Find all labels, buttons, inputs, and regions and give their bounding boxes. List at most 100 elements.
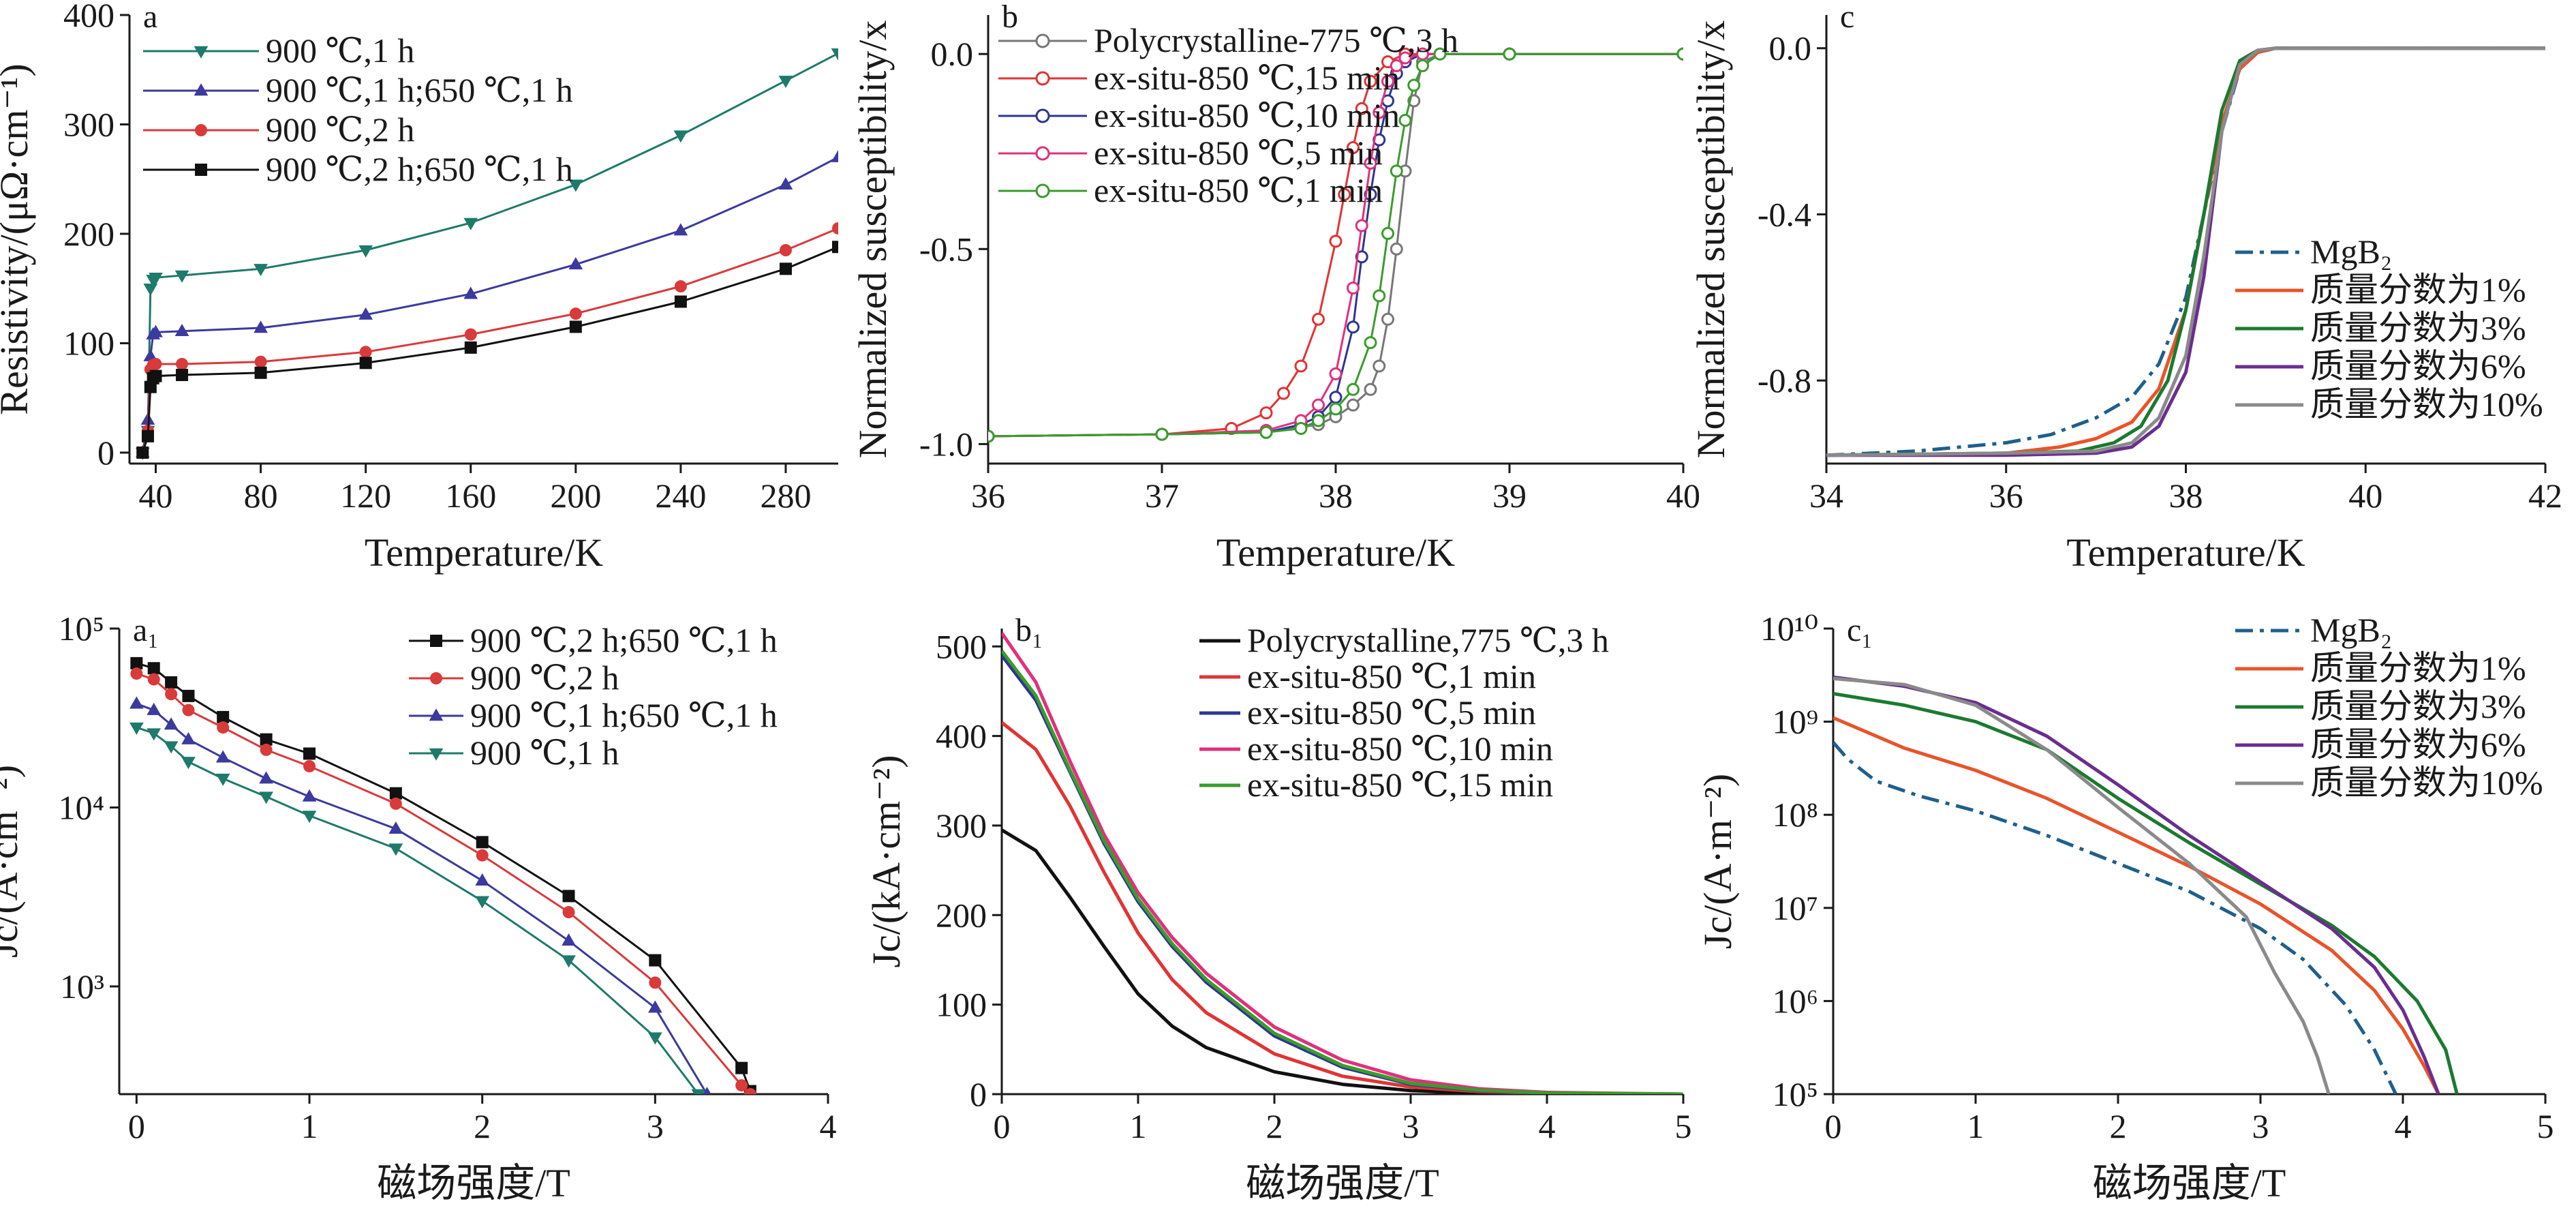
data-point (129, 722, 144, 735)
data-point (1381, 74, 1394, 88)
legend-entry-label: ex-situ-850 ℃,10 min (1094, 96, 1400, 134)
x-tick-label: 5 (2537, 1107, 2554, 1145)
legend-entry-label: 质量分数为10% (2310, 764, 2543, 802)
y-tick-label: 100 (63, 324, 114, 362)
data-point (176, 357, 189, 370)
data-point (1312, 312, 1325, 326)
legend-entry-label: ex-situ-850 ℃,1 min (1094, 171, 1383, 209)
data-point (130, 667, 143, 680)
legend-marker (1035, 146, 1050, 161)
series-group (135, 48, 838, 460)
data-point (1294, 422, 1308, 436)
panel-label: c₁ (1847, 612, 1873, 648)
data-point (303, 747, 316, 760)
data-point (303, 759, 316, 772)
chart-panel-c: 34 36 38 40 42 -0.8 -0.4 0.0 Temperature/K Normal… (1689, 0, 2562, 575)
data-point (673, 223, 688, 236)
data-point (463, 217, 478, 230)
x-tick-label: 200 (550, 477, 601, 515)
y-tick-label: 10⁹ (1773, 703, 1818, 741)
y-axis-title: Normalized susceptibility/x (850, 20, 895, 459)
legend-entry-label: ex-situ-850 ℃,10 min (1247, 729, 1553, 768)
data-point (569, 320, 582, 333)
data-point (779, 244, 792, 257)
data-point (475, 896, 490, 909)
data-point (182, 704, 195, 716)
y-axis-title: Jc/(kA·cm⁻²) (864, 755, 908, 967)
y-tick-label: 300 (63, 105, 114, 143)
y-tick-label: 10⁵ (59, 609, 104, 648)
y-axis-title: Jc/(A·m⁻²) (1696, 774, 1740, 949)
data-point (476, 849, 489, 862)
data-point (164, 717, 179, 730)
y-tick-label: 0 (970, 1075, 987, 1113)
data-point (141, 429, 154, 442)
legend-entry-label: 900 ℃,2 h (470, 659, 619, 697)
legend-marker (1035, 33, 1050, 48)
data-point (217, 721, 230, 734)
data-point (1259, 425, 1273, 439)
y-tick-label: -0.4 (1758, 195, 1811, 233)
data-point (1390, 164, 1403, 178)
legend-entry-label: 质量分数为3% (2310, 309, 2526, 347)
data-point (464, 341, 477, 354)
series-group (1833, 675, 2459, 1094)
x-axis-title: Temperature/K (2066, 530, 2305, 575)
x-axis-title: Temperature/K (365, 530, 603, 575)
legend-marker (194, 46, 209, 59)
data-point (174, 324, 189, 337)
x-tick-label: 4 (1539, 1107, 1556, 1145)
series-group (1826, 46, 2545, 457)
data-point (1347, 320, 1360, 334)
y-tick-label: -0.5 (919, 230, 973, 268)
data-point (254, 320, 268, 333)
legend-marker (1035, 108, 1050, 123)
panel-label: c (1840, 0, 1854, 35)
data-point (1347, 141, 1360, 155)
panel-label: a₁ (133, 612, 159, 648)
data-point (259, 791, 273, 804)
x-tick-label: 120 (340, 477, 391, 515)
data-point (1155, 427, 1169, 441)
legend-marker (195, 124, 207, 136)
legend: Polycrystalline-775 ℃,3 hex-situ-850 ℃,1… (998, 21, 1458, 209)
series-line-4 (1833, 675, 2440, 1094)
data-point (1503, 47, 1516, 61)
data-point (1390, 59, 1403, 72)
panel-label: b (1002, 0, 1018, 35)
y-tick-label: -1.0 (919, 425, 973, 463)
data-point (831, 149, 838, 162)
x-tick-label: 280 (760, 477, 811, 515)
data-point (129, 696, 144, 709)
legend-marker (429, 748, 444, 761)
legend-marker (1035, 183, 1050, 198)
data-point (568, 257, 583, 270)
y-tick-label: 500 (936, 627, 987, 665)
data-point (388, 821, 403, 834)
data-point (359, 346, 372, 359)
data-point (176, 369, 189, 382)
x-axis-title: 磁场强度/T (2093, 1161, 2286, 1205)
data-point (260, 743, 273, 756)
panel-label: a (143, 0, 157, 35)
legend-entry-label: 900 ℃,2 h;650 ℃,1 h (266, 150, 573, 188)
data-point (1329, 402, 1343, 416)
series-line-2 (1833, 716, 2440, 1094)
legend-entry-label: 900 ℃,1 h;650 ℃,1 h (266, 71, 573, 109)
data-point (463, 286, 478, 299)
data-point (149, 369, 162, 382)
data-point (389, 797, 402, 810)
data-point (147, 662, 160, 675)
data-point (254, 264, 268, 277)
x-tick-label: 38 (2169, 477, 2203, 515)
y-tick-label: 10⁶ (1773, 982, 1818, 1020)
legend-marker (430, 635, 442, 647)
series-line-3 (136, 702, 708, 1094)
x-tick-label: 5 (1675, 1107, 1692, 1145)
x-tick-label: 2 (2110, 1107, 2127, 1145)
data-point (149, 324, 163, 337)
y-tick-label: 0.0 (1769, 29, 1812, 67)
data-point (1364, 336, 1377, 350)
